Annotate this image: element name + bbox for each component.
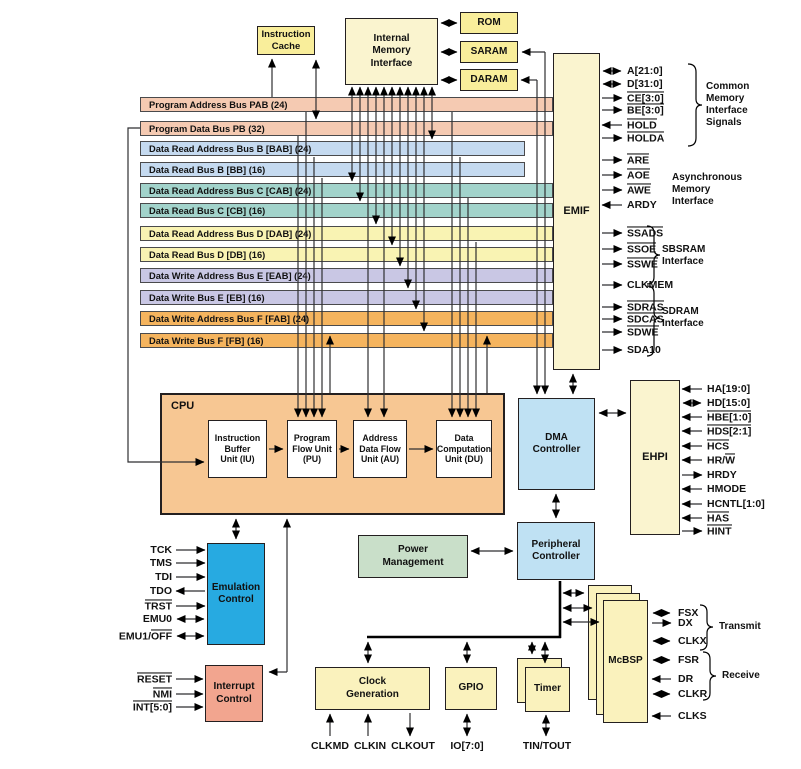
clkout-pin-label: CLKOUT [391, 740, 435, 752]
signal-awe: AWE [627, 183, 651, 197]
daram-block: DARAM [460, 69, 518, 91]
clkin-pin-label: CLKIN [353, 740, 387, 752]
signal-tck: TCK [150, 544, 172, 556]
emif-block: EMIF [553, 53, 600, 370]
sbsram-group-label: SBSRAM Interface [662, 244, 706, 267]
signal-fsr: FSR [678, 654, 699, 666]
signal-sswe: SSWE [627, 257, 658, 271]
signal-ha-19-0: HA[19:0] [707, 383, 751, 395]
signal-hrdy: HRDY [707, 469, 737, 481]
address-data-flow-unit-block: Address Data Flow Unit (AU) [353, 420, 407, 478]
signal-hd-15-0: HD[15:0] [707, 397, 751, 409]
interrupt-control-block: Interrupt Control [205, 665, 263, 722]
bus-data-read-address-bus-b-bab-24: Data Read Address Bus B [BAB] (24) [140, 141, 525, 156]
signal-trst: TRST [144, 599, 172, 613]
signal-hcntl-1-0: HCNTL[1:0] [707, 498, 765, 510]
bus-data-read-bus-b-bb-16: Data Read Bus B [BB] (16) [140, 162, 525, 177]
bus-data-write-bus-f-fb-16: Data Write Bus F [FB] (16) [140, 333, 553, 348]
tin-tout-pin-label: TIN/TOUT [522, 740, 572, 752]
gpio-block: GPIO [445, 667, 497, 710]
signal-be-3-0: BE[3:0] [627, 103, 664, 117]
signal-ssads: SSADS [627, 226, 664, 240]
signal-ce-3-0: CE[3:0] [627, 91, 664, 105]
signal-are: ARE [627, 153, 650, 167]
rom-block: ROM [460, 12, 518, 34]
bus-data-write-address-bus-e-eab-24: Data Write Address Bus E [EAB] (24) [140, 268, 553, 283]
instruction-buffer-unit-block: Instruction Buffer Unit (IU) [208, 420, 267, 478]
bus-data-read-bus-d-db-16: Data Read Bus D [DB] (16) [140, 247, 553, 262]
signal-tms: TMS [149, 557, 172, 569]
clock-generation-block: Clock Generation [315, 667, 430, 710]
bus-program-address-bus-pab-24: Program Address Bus PAB (24) [140, 97, 553, 112]
signal-tdi: TDI [155, 571, 172, 583]
bus-data-write-bus-e-eb-16: Data Write Bus E [EB] (16) [140, 290, 553, 305]
bus-program-data-bus-pb-32: Program Data Bus PB (32) [140, 121, 553, 136]
signal-fsx: FSX [678, 607, 699, 619]
power-management-block: Power Management [358, 535, 468, 578]
signal-dx: DX [678, 617, 693, 629]
signal-ardy: ARDY [627, 199, 657, 211]
bus-data-read-bus-c-cb-16: Data Read Bus C [CB] (16) [140, 203, 553, 218]
bus-data-write-address-bus-f-fab-24: Data Write Address Bus F [FAB] (24) [140, 311, 553, 326]
peripheral-controller-block: Peripheral Controller [517, 522, 595, 580]
signal-hr-w: HR/W [707, 453, 736, 467]
signal-int-5-0: INT[5:0] [132, 700, 172, 714]
receive-group-label: Receive [722, 670, 760, 681]
signal-clkx: CLKX [678, 635, 707, 647]
timer-block: Timer [525, 667, 570, 712]
signal-hds-2-1: HDS[2:1] [707, 424, 752, 438]
emulation-control-block: Emulation Control [207, 543, 265, 645]
saram-block: SARAM [460, 41, 518, 63]
transmit-group-label: Transmit [719, 621, 761, 632]
signal-sdwe: SDWE [627, 325, 659, 339]
signal-d-31-0: D[31:0] [627, 78, 663, 90]
dma-controller-block: DMA Controller [518, 398, 595, 490]
signal-a-21-0: A[21:0] [627, 65, 663, 77]
clkmd-pin-label: CLKMD [311, 740, 349, 752]
signal-ssoe: SSOE [627, 242, 657, 256]
signal-sdcas: SDCAS [627, 312, 664, 326]
internal-memory-interface-block: Internal Memory Interface [345, 18, 438, 85]
bus-data-read-address-bus-d-dab-24: Data Read Address Bus D [DAB] (24) [140, 226, 553, 241]
async-memory-group-label: Asynchronous Memory Interface [672, 172, 743, 207]
signal-holda: HOLDA [627, 131, 665, 145]
signal-nmi: NMI [152, 687, 172, 701]
signal-dr: DR [678, 673, 694, 685]
ehpi-block: EHPI [630, 380, 680, 535]
signal-hmode: HMODE [707, 483, 747, 495]
signal-emu1-off: EMU1/OFF [118, 629, 172, 643]
signal-emu0: EMU0 [142, 613, 172, 625]
cpu-label: CPU [171, 400, 195, 412]
signal-clkr: CLKR [678, 688, 708, 700]
instruction-cache-block: Instruction Cache [257, 26, 315, 55]
signal-tdo: TDO [149, 585, 172, 597]
signal-aoe: AOE [627, 168, 650, 182]
signal-hbe-1-0: HBE[1:0] [707, 410, 752, 424]
bus-data-read-address-bus-c-cab-24: Data Read Address Bus C [CAB] (24) [140, 183, 553, 198]
signal-hcs: HCS [707, 439, 730, 453]
mcbsp-block: McBSP [603, 600, 648, 723]
signal-reset: RESET [136, 672, 172, 686]
common-memory-group-label: Common Memory Interface Signals [706, 81, 750, 128]
signal-hold: HOLD [627, 118, 657, 132]
signal-clkmem: CLKMEM [627, 279, 674, 291]
io-pin-label: IO[7:0] [450, 740, 484, 752]
signal-sda10: SDA10 [627, 344, 661, 356]
sdram-group-label: SDRAM Interface [662, 306, 704, 329]
data-computation-unit-block: Data Computation Unit (DU) [436, 420, 492, 478]
signal-hint: HINT [707, 524, 732, 538]
signal-clks: CLKS [678, 710, 707, 722]
signal-has: HAS [707, 511, 730, 525]
program-flow-unit-block: Program Flow Unit (PU) [287, 420, 337, 478]
